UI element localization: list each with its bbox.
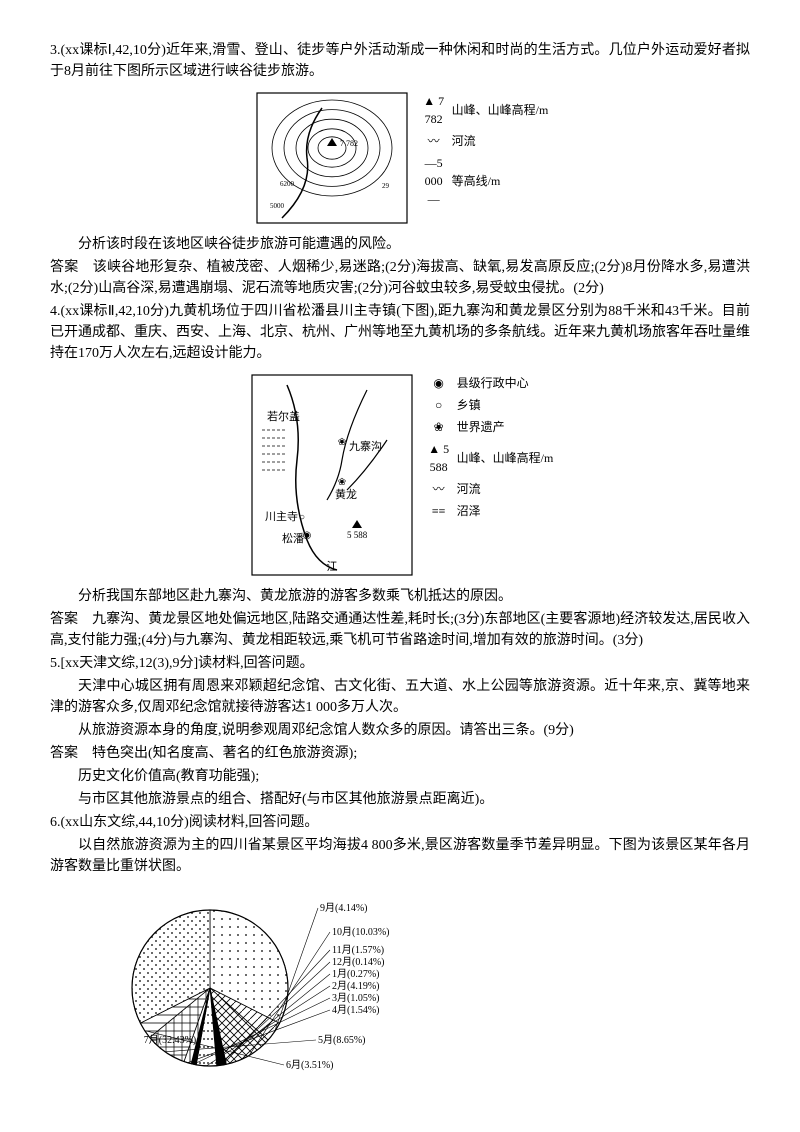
- svg-text:4月(1.54%): 4月(1.54%): [332, 1004, 380, 1016]
- q3-map-svg: 7 782 5000 6200 29: [252, 88, 412, 228]
- q3-subq: 分析该时段在该地区峡谷徒步旅游可能遭遇的风险。: [50, 234, 750, 255]
- svg-text:若尔盖: 若尔盖: [267, 409, 300, 423]
- heritage-icon: ❀: [427, 418, 451, 436]
- q5-subq: 从旅游资源本身的角度,说明参观周邓纪念馆人数众多的原因。请答出三条。(9分): [50, 720, 750, 741]
- svg-text:川主寺: 川主寺: [265, 510, 298, 523]
- svg-text:29: 29: [382, 182, 390, 190]
- q3-legend-peak: 山峰、山峰高程/m: [452, 101, 549, 119]
- q3-legend-contour: 等高线/m: [452, 172, 501, 190]
- contour-icon: —5 000—: [422, 154, 446, 208]
- q4-leg-town: 乡镇: [457, 396, 481, 414]
- svg-text:6月(3.51%): 6月(3.51%): [286, 1059, 334, 1071]
- q4-subq: 分析我国东部地区赴九寨沟、黄龙旅游的游客多数乘飞机抵达的原因。: [50, 586, 750, 607]
- q5-body1: 天津中心城区拥有周恩来邓颖超纪念馆、古文化街、五大道、水上公园等旅游资源。近十年…: [50, 676, 750, 718]
- svg-text:2月(4.19%): 2月(4.19%): [332, 980, 380, 992]
- q4-answer: 答案 九寨沟、黄龙景区地处偏远地区,陆路交通通达性差,耗时长;(3分)东部地区(…: [50, 609, 750, 651]
- svg-text:黄龙: 黄龙: [335, 487, 357, 501]
- svg-text:10月(10.03%): 10月(10.03%): [332, 926, 390, 938]
- svg-text:5月(8.65%): 5月(8.65%): [318, 1034, 366, 1046]
- q6-body: 以自然旅游资源为主的四川省某景区平均海拔4 800多米,景区游客数量季节差异明显…: [50, 835, 750, 877]
- river-icon: 〰: [422, 132, 446, 150]
- q4-leg-heritage: 世界遗产: [457, 418, 505, 436]
- q4-legend: ◉ 县级行政中心 ○ 乡镇 ❀ 世界遗产 ▲ 5 588 山峰、山峰高程/m 〰河流 ≡…: [427, 370, 554, 524]
- county-icon: ◉: [427, 374, 451, 392]
- q3-legend-river: 河流: [452, 132, 476, 150]
- q5-ans2: 历史文化价值高(教育功能强);: [50, 766, 750, 787]
- svg-text:6200: 6200: [280, 180, 295, 188]
- q5-ans3: 与市区其他旅游景点的组合、搭配好(与市区其他旅游景点距离近)。: [50, 789, 750, 810]
- svg-text:九寨沟: 九寨沟: [349, 439, 382, 453]
- svg-text:1月(0.27%): 1月(0.27%): [332, 968, 380, 980]
- marsh-icon: ≡≡: [427, 502, 451, 520]
- peak-icon: ▲ 5 588: [427, 440, 451, 476]
- q3-answer: 答案 该峡谷地形复杂、植被茂密、人烟稀少,易迷路;(2分)海拔高、缺氧,易发高原…: [50, 257, 750, 299]
- svg-text:9月(4.14%): 9月(4.14%): [320, 902, 368, 914]
- town-icon: ○: [427, 396, 451, 414]
- q4-map-svg: 若尔盖❀九寨沟❀黄龙○川主寺◉松潘5 588江: [247, 370, 417, 580]
- svg-text:❀: ❀: [337, 477, 345, 488]
- svg-text:5 588: 5 588: [347, 530, 368, 540]
- q4-leg-river: 河流: [457, 480, 481, 498]
- q5-prompt: 5.[xx天津文综,12(3),9分]读材料,回答问题。: [50, 653, 750, 674]
- svg-text:3月(1.05%): 3月(1.05%): [332, 992, 380, 1004]
- svg-text:❀: ❀: [337, 437, 345, 448]
- q6-prompt: 6.(xx山东文综,44,10分)阅读材料,回答问题。: [50, 812, 750, 833]
- svg-text:11月(1.57%): 11月(1.57%): [332, 944, 384, 956]
- svg-text:松潘: 松潘: [282, 531, 304, 545]
- q3-legend: ▲ 7 782 山峰、山峰高程/m 〰 河流 —5 000— 等高线/m: [422, 88, 549, 212]
- q3-prompt: 3.(xx课标Ⅰ,42,10分)近年来,滑雪、登山、徒步等户外活动渐成一种休闲和…: [50, 40, 750, 82]
- q4-prompt: 4.(xx课标Ⅱ,42,10分)九黄机场位于四川省松潘县川主寺镇(下图),距九寨…: [50, 301, 750, 364]
- q4-leg-peak: 山峰、山峰高程/m: [457, 449, 554, 467]
- svg-text:江: 江: [326, 560, 337, 573]
- q4-leg-county: 县级行政中心: [457, 374, 529, 392]
- svg-text:5000: 5000: [270, 202, 285, 210]
- q4-figure: 若尔盖❀九寨沟❀黄龙○川主寺◉松潘5 588江 ◉县级行政中心 ○乡镇 ❀世界遗…: [50, 370, 750, 580]
- peak-icon: ▲ 7 782: [422, 92, 446, 128]
- svg-text:7 782: 7 782: [340, 139, 358, 148]
- q5-ans1: 答案 特色突出(知名度高、著名的红色旅游资源);: [50, 743, 750, 764]
- river-icon: 〰: [427, 480, 451, 498]
- svg-text:○: ○: [299, 512, 305, 523]
- q6-pie-svg: 8月(32.48%)9月(4.14%)10月(10.03%)11月(1.57%)…: [50, 883, 410, 1083]
- svg-text:12月(0.14%): 12月(0.14%): [332, 956, 385, 968]
- q4-leg-marsh: 沼泽: [457, 502, 481, 520]
- q6-figure: 8月(32.48%)9月(4.14%)10月(10.03%)11月(1.57%)…: [50, 883, 750, 1083]
- q3-figure: 7 782 5000 6200 29 ▲ 7 782 山峰、山峰高程/m 〰 河流 —…: [50, 88, 750, 228]
